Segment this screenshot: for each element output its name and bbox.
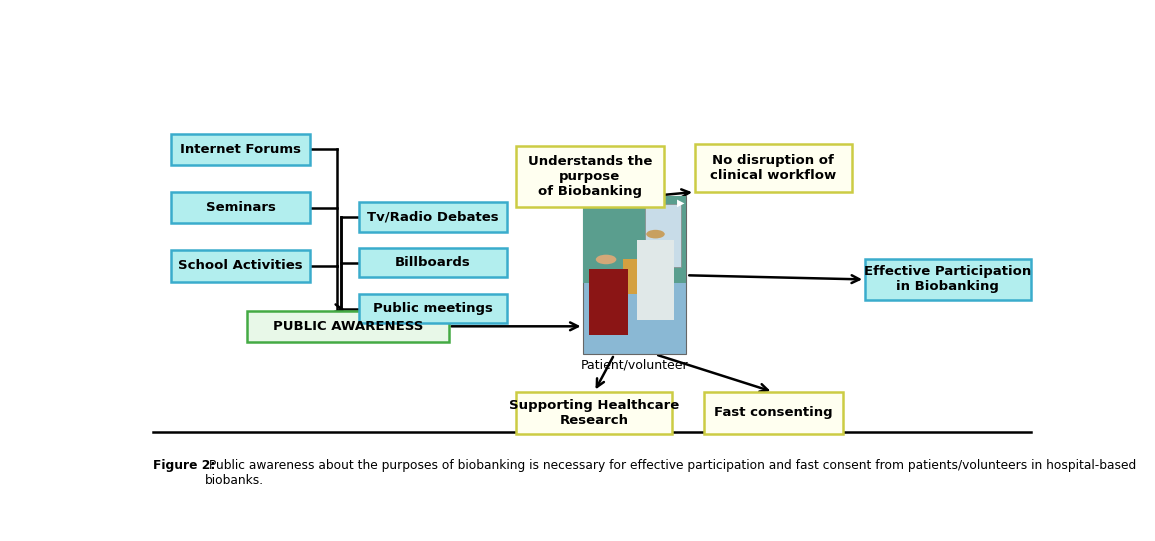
Text: Tv/Radio Debates: Tv/Radio Debates (367, 210, 499, 223)
Text: Internet Forums: Internet Forums (180, 143, 301, 156)
Text: Patient/volunteer: Patient/volunteer (581, 359, 688, 372)
FancyBboxPatch shape (359, 294, 507, 323)
Text: No disruption of
clinical workflow: No disruption of clinical workflow (710, 154, 836, 182)
FancyBboxPatch shape (171, 134, 310, 165)
Text: School Activities: School Activities (178, 260, 303, 273)
Text: Supporting Healthcare
Research: Supporting Healthcare Research (509, 399, 679, 427)
FancyBboxPatch shape (359, 248, 507, 278)
Circle shape (647, 230, 665, 239)
Text: ▶: ▶ (677, 197, 685, 207)
Text: Public meetings: Public meetings (373, 302, 493, 315)
Text: Billboards: Billboards (395, 256, 471, 269)
Text: Figure 2:: Figure 2: (154, 459, 216, 472)
FancyBboxPatch shape (171, 192, 310, 223)
FancyBboxPatch shape (516, 146, 663, 207)
Bar (583, 196, 686, 354)
Text: Effective Participation
in Biobanking: Effective Participation in Biobanking (864, 266, 1031, 293)
FancyBboxPatch shape (171, 250, 310, 281)
FancyBboxPatch shape (865, 259, 1030, 300)
FancyBboxPatch shape (247, 311, 448, 342)
Text: Fast consenting: Fast consenting (714, 406, 833, 419)
FancyBboxPatch shape (695, 144, 851, 192)
Circle shape (596, 255, 617, 264)
Bar (623, 260, 658, 294)
FancyBboxPatch shape (703, 392, 843, 433)
Text: Understands the
purpose
of Biobanking: Understands the purpose of Biobanking (528, 155, 651, 198)
Text: Public awareness about the purposes of biobanking is necessary for effective par: Public awareness about the purposes of b… (206, 459, 1137, 486)
Bar (589, 269, 627, 335)
Text: Seminars: Seminars (206, 201, 276, 214)
Bar (646, 204, 681, 267)
FancyBboxPatch shape (516, 392, 672, 433)
Text: PUBLIC AWARENESS: PUBLIC AWARENESS (273, 320, 423, 333)
Bar (636, 240, 675, 320)
FancyBboxPatch shape (359, 202, 507, 232)
Bar (583, 196, 686, 283)
